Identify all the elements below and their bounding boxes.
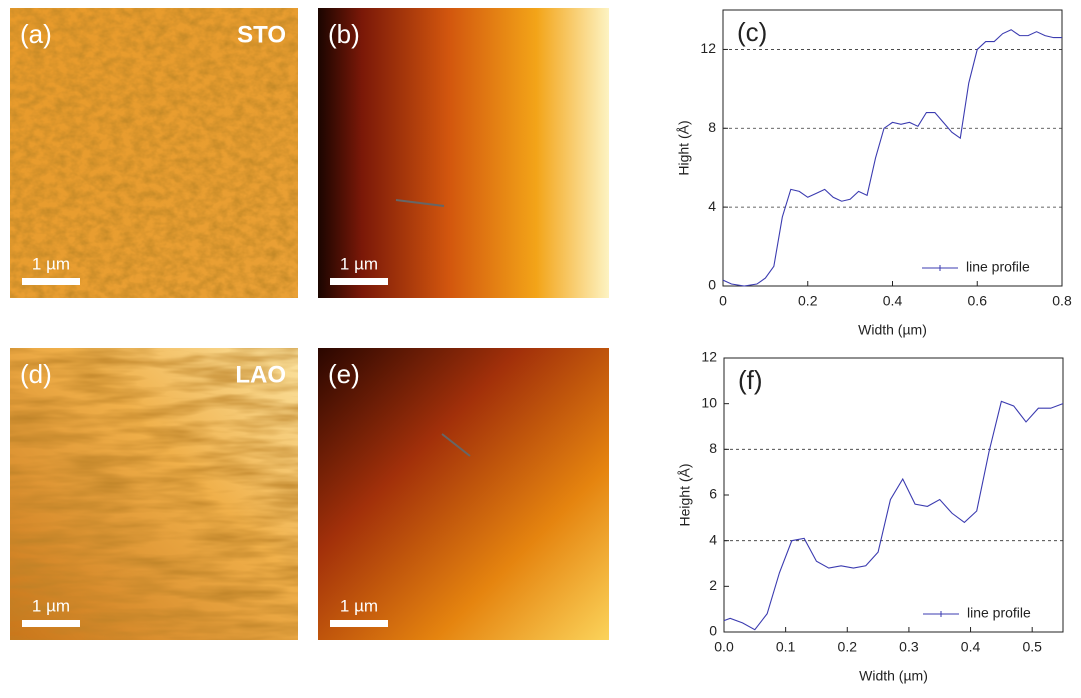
legend-label: line profile — [967, 605, 1031, 621]
x-tick-label: 0.2 — [838, 639, 858, 655]
scale-bar-label: 1 µm — [32, 596, 70, 615]
plot-frame — [722, 9, 1063, 287]
y-tick-label: 8 — [709, 440, 717, 456]
y-tick-label: 12 — [700, 40, 716, 56]
panel-label: (c) — [737, 17, 767, 47]
x-tick-label: 0.1 — [776, 639, 796, 655]
x-tick-label: 0.2 — [798, 293, 818, 309]
afm-image-b — [318, 8, 609, 298]
legend-label: line profile — [966, 259, 1030, 275]
afm-image-d — [10, 348, 298, 640]
scale-bar — [330, 278, 388, 285]
x-axis-label: Width (µm) — [858, 322, 927, 338]
panel-label: (b) — [328, 19, 360, 49]
scale-bar — [22, 620, 80, 627]
panel-label: (a) — [20, 19, 52, 49]
y-tick-label: 10 — [701, 394, 717, 410]
afm-image-e — [318, 348, 609, 640]
sample-label: LAO — [235, 361, 286, 388]
profile-line — [441, 433, 471, 457]
x-tick-label: 0 — [719, 293, 727, 309]
x-tick-label: 0.8 — [1052, 293, 1072, 309]
scale-bar — [22, 278, 80, 285]
y-tick-label: 4 — [709, 531, 717, 547]
scale-bar-label: 1 µm — [340, 596, 378, 615]
afm-image-a — [10, 8, 298, 298]
y-axis-label: Hight (Å) — [676, 120, 692, 175]
x-tick-label: 0.0 — [714, 639, 734, 655]
panel-label: (e) — [328, 359, 360, 389]
profile-line — [395, 199, 445, 207]
y-tick-label: 4 — [708, 198, 716, 214]
x-tick-label: 0.4 — [961, 639, 981, 655]
scale-bar-label: 1 µm — [340, 254, 378, 273]
data-line — [723, 400, 1064, 631]
scale-bar-label: 1 µm — [32, 254, 70, 273]
scale-bar — [330, 620, 388, 627]
y-tick-label: 8 — [708, 119, 716, 135]
y-axis-label: Height (Å) — [677, 463, 693, 526]
x-tick-label: 0.6 — [968, 293, 988, 309]
panel-label: (d) — [20, 359, 52, 389]
x-tick-label: 0.3 — [899, 639, 919, 655]
x-tick-label: 0.5 — [1022, 639, 1042, 655]
y-tick-label: 2 — [709, 577, 717, 593]
data-line — [722, 29, 1062, 287]
y-tick-label: 12 — [701, 349, 717, 365]
x-axis-label: Width (µm) — [859, 668, 928, 684]
x-tick-label: 0.4 — [883, 293, 903, 309]
y-tick-label: 0 — [708, 277, 716, 293]
panel-label: (f) — [738, 365, 763, 395]
sample-label: STO — [237, 21, 286, 48]
y-tick-label: 0 — [709, 623, 717, 639]
y-tick-label: 6 — [709, 486, 717, 502]
